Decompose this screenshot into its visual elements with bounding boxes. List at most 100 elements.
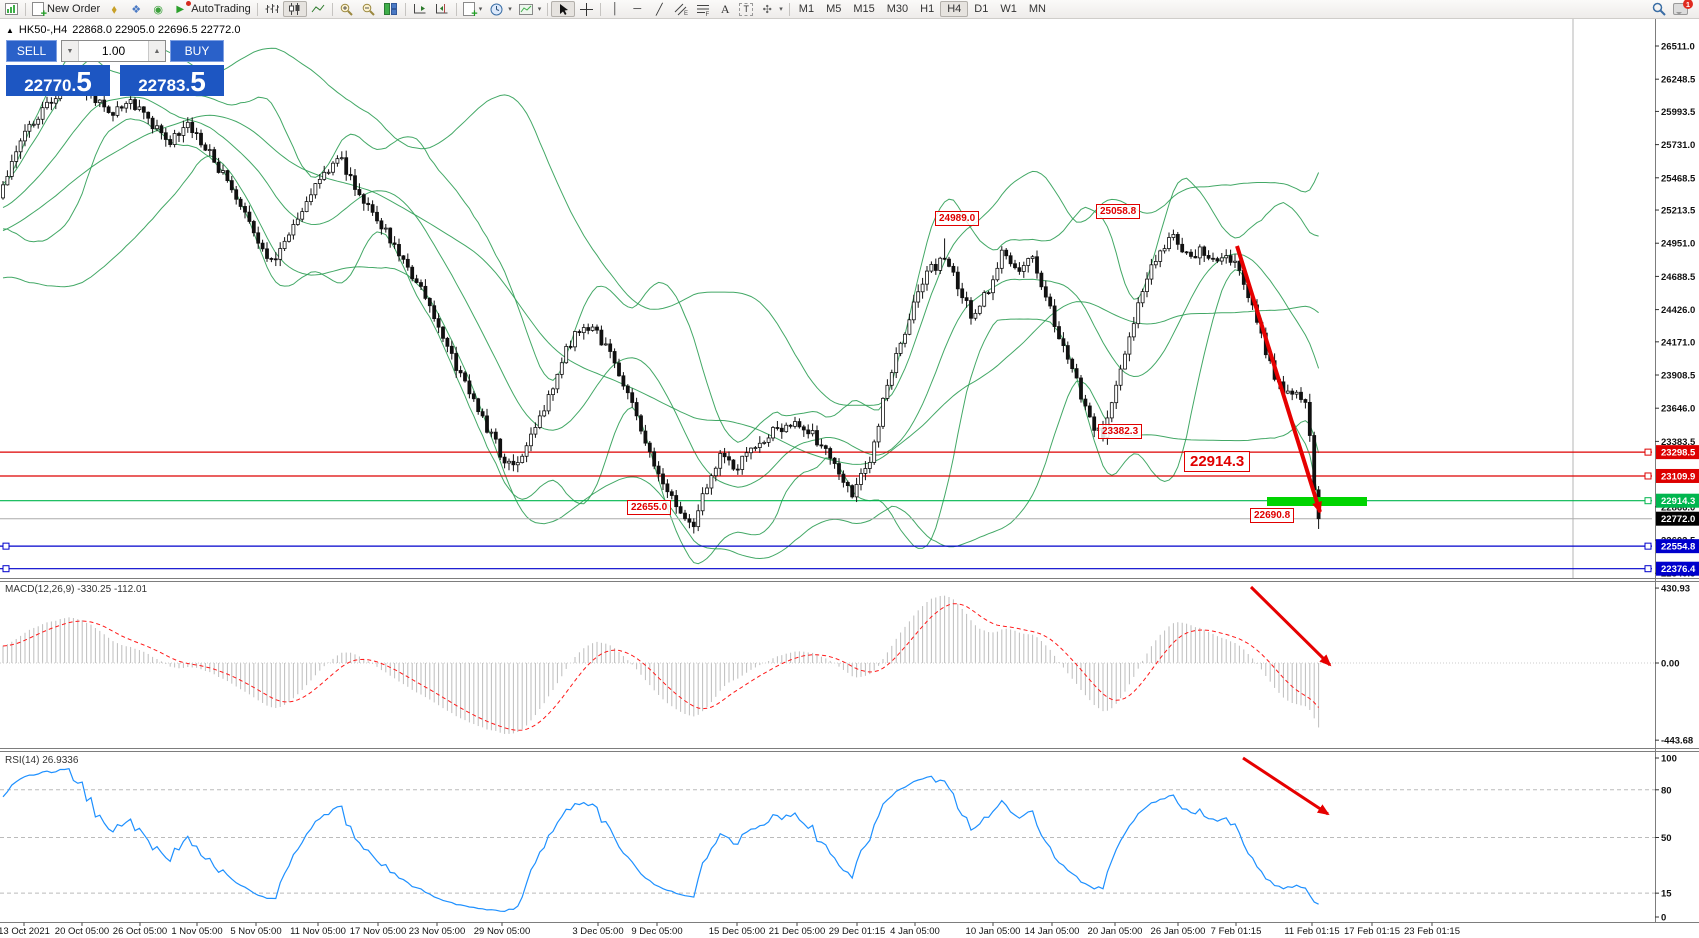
sell-price-big-digit: 5 xyxy=(76,66,92,98)
cursor-tool-button[interactable] xyxy=(551,1,576,17)
indicators-button[interactable]: ▾ xyxy=(460,1,486,19)
timeframe-button-d1[interactable]: D1 xyxy=(974,3,989,15)
volume-input[interactable]: 1.00 xyxy=(101,44,126,58)
svg-text:7 Feb 01:15: 7 Feb 01:15 xyxy=(1211,926,1262,937)
separator xyxy=(455,2,457,16)
line-chart-button[interactable] xyxy=(307,1,329,17)
macd-pane: 430.93 0.00 -443.68 xyxy=(0,584,1693,747)
text-label-icon: T xyxy=(739,2,754,16)
one-click-trading-panel: SELL ▼ 1.00 ▲ BUY 22770. 5 22783. 5 xyxy=(6,40,224,96)
new-chart-icon xyxy=(3,2,19,16)
indicators-icon xyxy=(462,2,478,19)
svg-text:25993.5: 25993.5 xyxy=(1661,107,1696,118)
volume-increase-button[interactable]: ▲ xyxy=(148,41,165,61)
new-order-button[interactable]: New Order xyxy=(29,1,103,19)
rsi-pane: 100 80 50 15 0 xyxy=(0,754,1677,924)
vertical-line-tool[interactable]: │ xyxy=(604,1,626,17)
fibonacci-icon: F xyxy=(695,2,711,16)
periods-button[interactable]: ▾ xyxy=(485,1,515,17)
dropdown-icon: ▾ xyxy=(537,6,542,13)
svg-text:100: 100 xyxy=(1661,754,1677,765)
text-tool[interactable]: A xyxy=(714,1,736,17)
timeframe-button-m30[interactable]: M30 xyxy=(886,3,909,15)
main-toolbar: New Order ⬧ ❖ ◉ ▶ AutoTrading ▾ ▾ ▾ │ ─ … xyxy=(0,0,1699,19)
svg-text:23908.5: 23908.5 xyxy=(1661,371,1696,382)
fibonacci-tool[interactable]: F xyxy=(692,1,714,17)
dropdown-icon: ▾ xyxy=(478,6,483,13)
arrows-tool[interactable]: ✣ ▾ xyxy=(756,1,786,17)
timeframe-button-w1[interactable]: W1 xyxy=(1000,3,1017,15)
auto-scroll-button[interactable] xyxy=(409,1,431,17)
svg-text:24951.0: 24951.0 xyxy=(1661,239,1695,250)
ohlc-values: 22868.0 22905.0 22696.5 22772.0 xyxy=(72,24,241,36)
new-order-label: New Order xyxy=(47,3,101,15)
timeframe-button-mn[interactable]: MN xyxy=(1028,3,1046,15)
svg-text:E: E xyxy=(684,11,688,16)
separator xyxy=(331,2,333,16)
zoom-out-button[interactable] xyxy=(358,1,380,17)
crosshair-tool-button[interactable] xyxy=(575,1,597,17)
panel-collapse-icon[interactable]: ▲ xyxy=(6,25,14,35)
new-order-icon xyxy=(32,2,47,19)
candlestick-chart-icon xyxy=(287,2,303,16)
symbol-period-label: HK50-,H4 xyxy=(18,24,68,36)
zoom-in-button[interactable] xyxy=(336,1,358,17)
volume-widget: ▼ 1.00 ▲ xyxy=(61,40,166,62)
buy-price[interactable]: 22783. 5 xyxy=(120,65,224,96)
chart-shift-button[interactable] xyxy=(431,1,453,17)
svg-text:20 Jan 05:00: 20 Jan 05:00 xyxy=(1088,926,1143,937)
timeframe-button-m15[interactable]: M15 xyxy=(853,3,875,15)
buy-button[interactable]: BUY xyxy=(170,40,224,62)
bar-chart-button[interactable] xyxy=(261,1,283,17)
price-callout[interactable]: 24989.0 xyxy=(935,211,980,226)
template-icon xyxy=(518,2,534,16)
svg-text:24171.0: 24171.0 xyxy=(1661,337,1695,348)
svg-text:17 Feb 01:15: 17 Feb 01:15 xyxy=(1344,926,1400,937)
autotrading-button[interactable]: ▶ AutoTrading xyxy=(169,1,254,17)
volume-decrease-button[interactable]: ▼ xyxy=(62,41,79,61)
text-label-tool[interactable]: T xyxy=(736,1,756,17)
svg-text:23 Nov 05:00: 23 Nov 05:00 xyxy=(409,926,466,937)
svg-text:9 Dec 05:00: 9 Dec 05:00 xyxy=(631,926,682,937)
svg-text:23 Feb 01:15: 23 Feb 01:15 xyxy=(1404,926,1460,937)
svg-text:22376.4: 22376.4 xyxy=(1661,564,1696,575)
price-callout[interactable]: 22655.0 xyxy=(627,500,672,515)
horizontal-line-tool[interactable]: ─ xyxy=(626,1,648,17)
price-callout[interactable]: 22914.3 xyxy=(1184,451,1251,472)
search-button[interactable] xyxy=(1648,1,1670,17)
bollinger-bands xyxy=(2,43,1320,565)
separator xyxy=(404,2,406,16)
separator xyxy=(600,2,602,16)
svg-text:11 Feb 01:15: 11 Feb 01:15 xyxy=(1284,926,1339,937)
svg-text:25213.5: 25213.5 xyxy=(1661,206,1696,217)
sell-button[interactable]: SELL xyxy=(6,40,57,62)
timeframe-button-m5[interactable]: M5 xyxy=(826,3,842,15)
templates-button[interactable]: ▾ xyxy=(515,1,545,17)
dropdown-icon: ▾ xyxy=(508,6,512,13)
timeframe-button-h4[interactable]: H4 xyxy=(940,1,969,17)
tile-windows-button[interactable] xyxy=(380,1,402,17)
notifications-button[interactable]: 1 xyxy=(1670,0,1693,17)
sell-price[interactable]: 22770. 5 xyxy=(6,65,110,96)
candlestick-chart-button[interactable] xyxy=(282,1,307,17)
price-callout[interactable]: 23382.3 xyxy=(1098,424,1143,439)
chart-title: ▲ HK50-,H4 22868.0 22905.0 22696.5 22772… xyxy=(6,24,240,36)
buy-price-main: 22783. xyxy=(138,76,191,95)
timeframe-button-m1[interactable]: M1 xyxy=(798,3,815,15)
signals-button[interactable]: ◉ xyxy=(147,1,169,17)
trend-arrow xyxy=(1235,245,1322,514)
trendline-tool[interactable]: ╱ xyxy=(648,1,670,17)
svg-text:25468.5: 25468.5 xyxy=(1661,173,1696,184)
price-lines xyxy=(0,448,1652,573)
vertical-line-icon: │ xyxy=(611,3,619,15)
metaeditor-button[interactable]: ❖ xyxy=(125,1,147,17)
channel-tool[interactable]: E xyxy=(670,1,692,17)
expert-advisors-button[interactable]: ⬧ xyxy=(103,1,125,17)
new-chart-button[interactable] xyxy=(0,1,22,17)
svg-text:29 Nov 05:00: 29 Nov 05:00 xyxy=(474,926,531,937)
timeframe-button-h1[interactable]: H1 xyxy=(920,3,935,15)
price-callout[interactable]: 25058.8 xyxy=(1096,204,1141,219)
svg-text:22866.0: 22866.0 xyxy=(1661,502,1695,513)
price-callout[interactable]: 22690.8 xyxy=(1250,508,1295,523)
